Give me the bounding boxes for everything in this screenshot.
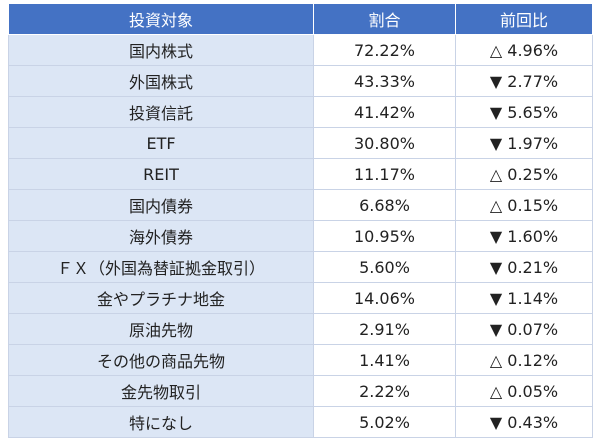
table-cell: 特になし — [8, 406, 314, 438]
table-cell: ▼ 1.97% — [455, 127, 593, 159]
table-cell: 原油先物 — [8, 313, 314, 345]
table-cell: 投資信託 — [8, 96, 314, 128]
table-row: 金やプラチナ地金 14.06% ▼ 1.14% — [8, 282, 593, 314]
table-cell: 6.68% — [313, 189, 456, 221]
table-cell: ＦＸ（外国為替証拠金取引） — [8, 251, 314, 283]
table-row: 金先物取引 2.22% △ 0.05% — [8, 375, 593, 407]
table-row: 海外債券 10.95% ▼ 1.60% — [8, 220, 593, 252]
table-cell: △ 0.12% — [455, 344, 593, 376]
table-body: 国内株式 72.22% △ 4.96% 外国株式 43.33% ▼ 2.77% 投資信託 41… — [8, 34, 593, 438]
table-cell: 2.91% — [313, 313, 456, 345]
header-cell: 前回比 — [455, 3, 593, 35]
table-cell: ▼ 0.43% — [455, 406, 593, 438]
table-cell: REIT — [8, 158, 314, 190]
table-cell: ▼ 5.65% — [455, 96, 593, 128]
table-cell: ▼ 1.14% — [455, 282, 593, 314]
table-cell: 10.95% — [313, 220, 456, 252]
header-cell: 割合 — [313, 3, 456, 35]
table-cell: 41.42% — [313, 96, 456, 128]
table-cell: 30.80% — [313, 127, 456, 159]
table-cell: △ 0.15% — [455, 189, 593, 221]
table-row: 原油先物 2.91% ▼ 0.07% — [8, 313, 593, 345]
table-row: ETF 30.80% ▼ 1.97% — [8, 127, 593, 159]
table-cell: 5.02% — [313, 406, 456, 438]
table-cell: 金先物取引 — [8, 375, 314, 407]
table-row: ＦＸ（外国為替証拠金取引） 5.60% ▼ 0.21% — [8, 251, 593, 283]
table-cell: ETF — [8, 127, 314, 159]
table-cell: 2.22% — [313, 375, 456, 407]
data-table: 投資対象 割合 前回比 国内株式 72.22% △ 4.96% 外国株式 43.33% ▼ 2… — [8, 3, 593, 438]
table-cell: ▼ 1.60% — [455, 220, 593, 252]
table-row: 外国株式 43.33% ▼ 2.77% — [8, 65, 593, 97]
table-cell: ▼ 2.77% — [455, 65, 593, 97]
table-cell: その他の商品先物 — [8, 344, 314, 376]
table-cell: 海外債券 — [8, 220, 314, 252]
table-row: 投資信託 41.42% ▼ 5.65% — [8, 96, 593, 128]
table-cell: 外国株式 — [8, 65, 314, 97]
table-cell: △ 0.05% — [455, 375, 593, 407]
table-row: 国内株式 72.22% △ 4.96% — [8, 34, 593, 66]
header-row: 投資対象 割合 前回比 — [8, 3, 593, 35]
table-cell: 72.22% — [313, 34, 456, 66]
table-cell: ▼ 0.07% — [455, 313, 593, 345]
table-row: 特になし 5.02% ▼ 0.43% — [8, 406, 593, 438]
table-cell: 11.17% — [313, 158, 456, 190]
table-cell: 金やプラチナ地金 — [8, 282, 314, 314]
table-cell: △ 0.25% — [455, 158, 593, 190]
table-cell: 14.06% — [313, 282, 456, 314]
table-cell: 43.33% — [313, 65, 456, 97]
table-cell: ▼ 0.21% — [455, 251, 593, 283]
table-cell: 国内株式 — [8, 34, 314, 66]
table-cell: 5.60% — [313, 251, 456, 283]
header-cell: 投資対象 — [8, 3, 314, 35]
table-header: 投資対象 割合 前回比 — [8, 3, 593, 35]
table-cell: 1.41% — [313, 344, 456, 376]
table-row: 国内債券 6.68% △ 0.15% — [8, 189, 593, 221]
table-cell: 国内債券 — [8, 189, 314, 221]
table-cell: △ 4.96% — [455, 34, 593, 66]
table-row: その他の商品先物 1.41% △ 0.12% — [8, 344, 593, 376]
table-row: REIT 11.17% △ 0.25% — [8, 158, 593, 190]
